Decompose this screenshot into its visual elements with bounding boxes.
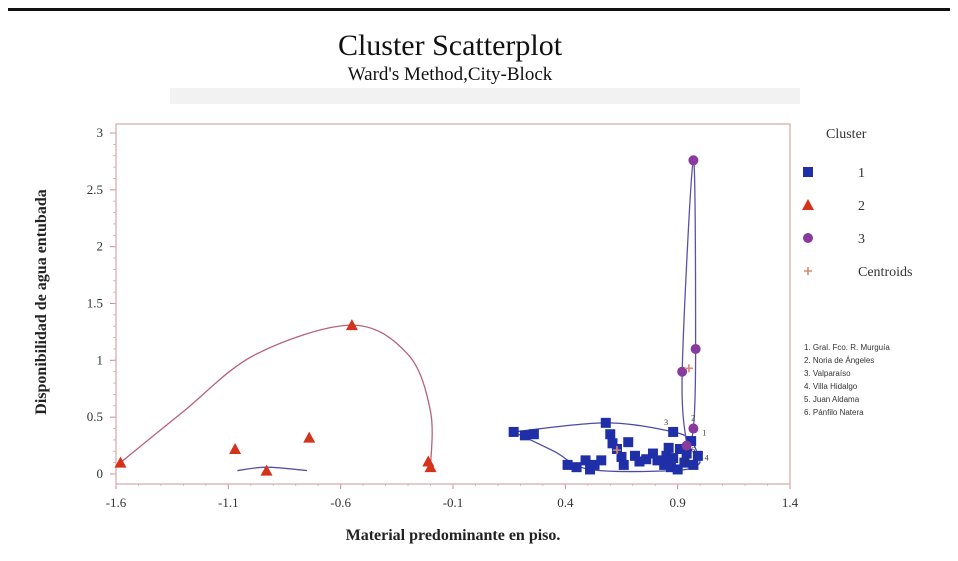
cluster-1-point — [528, 429, 539, 440]
cluster-1-point — [605, 429, 616, 440]
cluster-1-point — [508, 426, 519, 437]
chart-subtitle: Ward's Method,City-Block — [348, 64, 553, 85]
point-label: 6 — [691, 445, 695, 454]
chart-title: Cluster Scatterplot — [338, 29, 563, 62]
y-tick-label: 2.5 — [87, 182, 103, 197]
y-axis: 0 0.5 1 1.5 2 2.5 3 — [87, 125, 116, 481]
cluster-1-point — [647, 448, 658, 459]
note-item: 4. Villa Hidalgo — [804, 382, 858, 391]
legend: Cluster 1 2 3 Centroids — [802, 127, 912, 280]
cluster-1-point — [665, 462, 676, 473]
y-tick-label: 0 — [97, 466, 104, 481]
y-axis-label: Disponibilidad de agua entubada — [33, 189, 50, 414]
cluster-1-point — [681, 448, 692, 459]
cluster-2-point — [345, 319, 358, 331]
x-axis: -1.6 -1.1 -0.6 -0.1 0.4 0.9 1.4 — [106, 484, 799, 510]
cluster-1-point — [659, 459, 670, 470]
x-tick-label: -1.1 — [218, 495, 239, 510]
legend-label: 2 — [858, 199, 865, 214]
y-tick-label: 0.5 — [87, 409, 103, 424]
cluster-1-point — [562, 459, 573, 470]
note-item: 2. Noria de Ángeles — [804, 356, 874, 365]
cluster-hulls — [120, 159, 701, 473]
cluster-2-hull — [237, 466, 308, 472]
cluster-2-point — [424, 461, 437, 473]
cluster-1-point — [661, 450, 672, 461]
legend-label: 3 — [858, 232, 865, 247]
cluster-1-point — [519, 430, 530, 441]
title-underlay — [170, 88, 800, 104]
data-points — [114, 155, 703, 476]
cluster-3-point — [690, 343, 701, 354]
cluster-1-point — [686, 436, 697, 447]
point-label: 5 — [684, 457, 688, 466]
legend-title: Cluster — [826, 127, 867, 142]
x-tick-label: -1.6 — [106, 495, 127, 510]
y-tick-label: 2 — [97, 239, 104, 254]
legend-marker-centroids — [804, 267, 812, 275]
cluster-centroids-point — [684, 364, 693, 373]
x-axis-label: Material predominante en piso. — [346, 527, 561, 544]
cluster-1-point — [652, 455, 663, 466]
notes-list: 1. Gral. Fco. R. Murguía 2. Noria de Áng… — [804, 343, 890, 417]
cluster-3-point — [677, 366, 688, 377]
cluster-3-point — [688, 155, 699, 166]
cluster-3-point — [688, 423, 699, 434]
cluster-1-point — [679, 457, 690, 468]
legend-label: Centroids — [858, 265, 912, 280]
x-tick-label: 1.4 — [782, 495, 799, 510]
cluster-1-point — [634, 456, 645, 467]
cluster-1-point — [600, 417, 611, 428]
note-item: 6. Pánfilo Natera — [804, 408, 864, 417]
cluster-centroids-point — [613, 446, 622, 455]
x-tick-label: -0.1 — [443, 495, 464, 510]
cluster-3-hull — [681, 159, 697, 446]
point-label: 2 — [691, 414, 695, 423]
cluster-1-point — [589, 459, 600, 470]
cluster-1-point — [674, 443, 685, 454]
cluster-1-point — [616, 451, 627, 462]
cluster-2-hull — [120, 324, 433, 468]
x-tick-label: 0.9 — [670, 495, 686, 510]
cluster-1-point — [663, 442, 674, 453]
y-tick-label: 1.5 — [87, 296, 103, 311]
legend-marker-2 — [802, 199, 814, 210]
cluster-2-point — [114, 456, 127, 468]
point-label: 3 — [664, 418, 668, 427]
cluster-1-point — [623, 437, 634, 448]
cluster-1-point — [596, 455, 607, 466]
point-label: 4 — [705, 453, 709, 462]
x-tick-label: -0.6 — [330, 495, 351, 510]
cluster-1-point — [607, 438, 618, 449]
y-tick-label: 1 — [97, 352, 104, 367]
cluster-1-point — [618, 459, 629, 470]
note-item: 5. Juan Aldama — [804, 395, 860, 404]
cluster-1-point — [571, 462, 582, 473]
x-tick-label: 0.4 — [557, 495, 574, 510]
cluster-1-point — [641, 454, 652, 465]
cluster-2-point — [303, 431, 316, 443]
top-rule — [8, 8, 950, 11]
cluster-2-point — [229, 442, 242, 454]
cluster-1-point — [668, 453, 679, 464]
cluster-1-point — [668, 426, 679, 437]
cluster-3-point — [681, 440, 692, 451]
legend-marker-1 — [803, 167, 813, 177]
legend-label: 1 — [858, 166, 865, 181]
cluster-1-point — [692, 450, 703, 461]
y-tick-label: 3 — [97, 125, 104, 140]
note-item: 3. Valparaíso — [804, 369, 851, 378]
note-item: 1. Gral. Fco. R. Murguía — [804, 343, 890, 352]
cluster-2-point — [260, 464, 273, 476]
cluster-1-point — [672, 464, 683, 475]
cluster-1-point — [629, 450, 640, 461]
legend-marker-3 — [803, 233, 813, 243]
point-label: 1 — [702, 428, 706, 437]
cluster-1-point — [580, 455, 591, 466]
cluster-1-point — [688, 459, 699, 470]
